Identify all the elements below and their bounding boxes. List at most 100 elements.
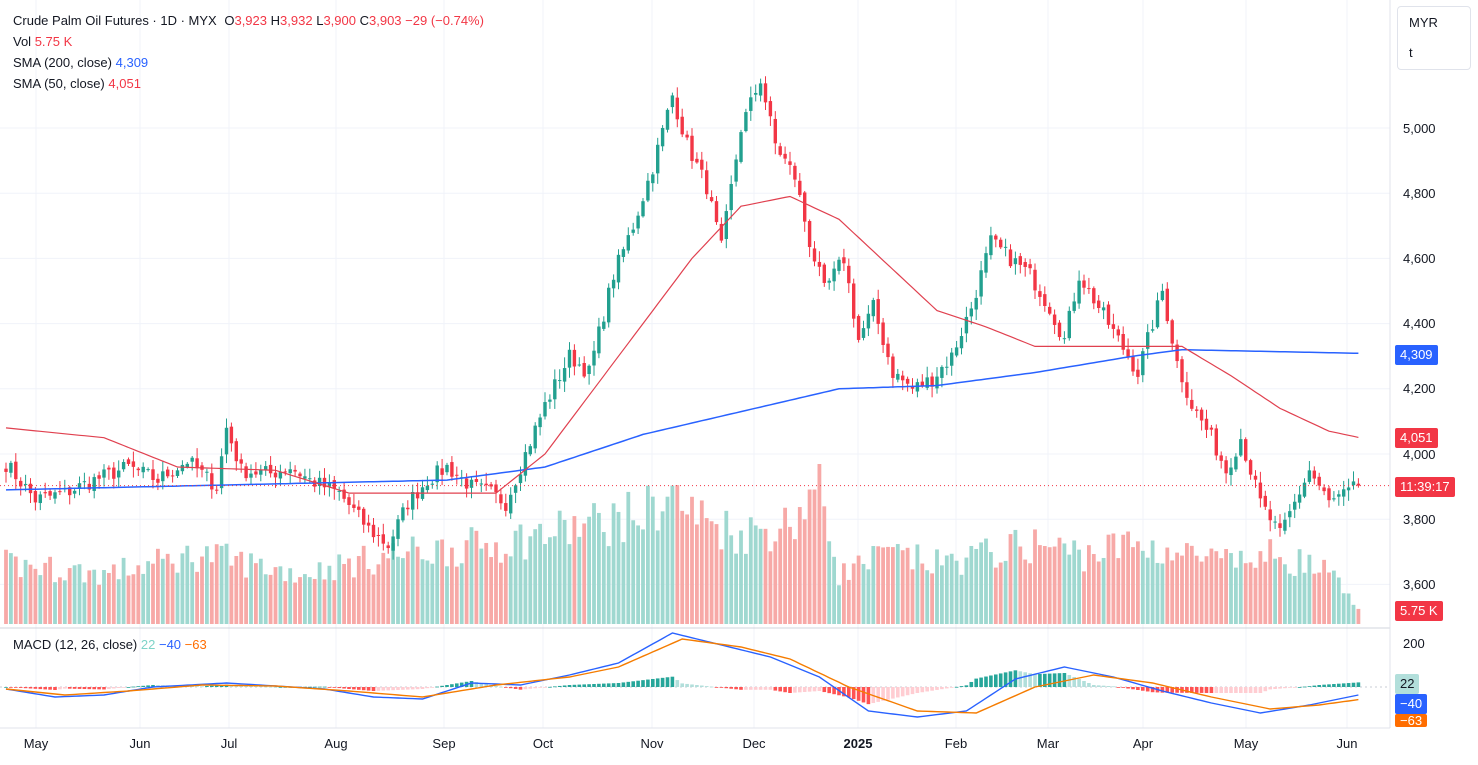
- volume-bar: [1047, 547, 1052, 624]
- macd-hist-bar: [1346, 683, 1351, 687]
- symbol-legend[interactable]: Crude Palm Oil Futures · 1D · MYX O3,923…: [13, 10, 484, 31]
- macd-hist-bar: [1092, 685, 1096, 687]
- candle-body: [803, 192, 807, 222]
- candle-body: [244, 466, 248, 479]
- candle-body: [675, 97, 679, 120]
- candle-body: [729, 183, 733, 211]
- macd-hist-bar: [900, 687, 905, 697]
- candle-body: [146, 469, 150, 471]
- macd-hist-bar: [690, 684, 694, 687]
- volume-bar: [1087, 545, 1091, 624]
- volume-bar: [469, 527, 474, 624]
- candle-body: [1278, 523, 1282, 528]
- macd-hist-bar: [28, 687, 33, 689]
- macd-hist-bar: [420, 687, 425, 689]
- volume-bar: [205, 546, 209, 624]
- macd-hist-bar: [641, 680, 645, 687]
- volume-bar: [312, 578, 317, 624]
- macd-hist-bar: [994, 674, 998, 687]
- macd-hist-bar: [984, 676, 988, 687]
- candle-body: [1234, 456, 1238, 470]
- candle-body: [572, 349, 577, 367]
- volume-legend[interactable]: Vol 5.75 K: [13, 31, 72, 52]
- y-tick: 4,200: [1403, 381, 1436, 396]
- candle-body: [450, 462, 454, 477]
- candle-body: [1038, 291, 1042, 297]
- macd-hist-bar: [126, 687, 131, 688]
- volume-bar: [283, 581, 288, 624]
- candle-body: [930, 376, 934, 387]
- volume-bar: [170, 563, 175, 624]
- macd-histogram: [0, 670, 1390, 705]
- volume-bar: [856, 555, 861, 624]
- volume-bar: [817, 464, 822, 624]
- currency-unit-selector[interactable]: MYR t: [1397, 6, 1471, 70]
- macd-hist-bar: [768, 687, 773, 690]
- volume-bar: [28, 564, 33, 624]
- macd-hist-bar: [773, 687, 778, 691]
- volume-bar: [249, 553, 253, 624]
- macd-hist-bar: [53, 687, 57, 690]
- symbol-title[interactable]: Crude Palm Oil Futures · 1D · MYX: [13, 13, 217, 28]
- candle-body: [1101, 307, 1106, 311]
- macd-hist-bar: [371, 687, 376, 691]
- macd-hist-bar: [611, 683, 616, 687]
- volume-bar: [851, 563, 856, 624]
- macd-hist-bar: [1185, 687, 1189, 693]
- candle-body: [1087, 288, 1091, 290]
- volume-bar: [1145, 557, 1150, 624]
- macd-hist-bar: [342, 687, 346, 689]
- candle-body: [1312, 470, 1316, 479]
- volume-bar: [748, 517, 753, 624]
- sma50-legend[interactable]: SMA (50, close) 4,051: [13, 73, 141, 94]
- candle-body: [1165, 288, 1169, 322]
- unit-label[interactable]: t: [1409, 45, 1413, 60]
- candle-body: [910, 386, 915, 389]
- candle-body: [474, 479, 479, 482]
- candle-body: [1013, 258, 1018, 265]
- macd-hist-bar: [1170, 687, 1174, 693]
- candle-body: [611, 279, 616, 289]
- volume-bar: [1180, 555, 1184, 624]
- candle-body: [268, 464, 273, 474]
- macd-hist-bar: [357, 687, 361, 690]
- volume-bar: [1038, 545, 1042, 624]
- volume-bar: [778, 528, 783, 624]
- candle-body: [945, 366, 949, 368]
- candle-body: [714, 201, 719, 223]
- macd-hist-bar: [4, 687, 8, 688]
- macd-hist-bar: [347, 687, 351, 689]
- volume-bar: [587, 516, 591, 624]
- low-label: L: [316, 13, 324, 28]
- candle-body: [303, 476, 307, 479]
- candle-body: [298, 473, 302, 477]
- currency-label[interactable]: MYR: [1409, 15, 1438, 30]
- volume-bar: [288, 568, 293, 624]
- x-tick: Feb: [944, 736, 968, 751]
- macd-hist-bar: [562, 685, 567, 687]
- volume-bar: [954, 560, 959, 624]
- macd-hist-bar: [210, 685, 214, 687]
- low-value: 3,900: [323, 13, 356, 28]
- volume-bar: [1150, 540, 1155, 624]
- candle-body: [1199, 409, 1204, 421]
- macd-hist-bar: [1337, 683, 1341, 687]
- macd-hist-bar: [1101, 685, 1106, 687]
- volume-bar: [92, 569, 97, 624]
- volume-bar: [195, 571, 199, 624]
- volume-bar: [1199, 561, 1204, 624]
- volume-bar: [788, 526, 792, 624]
- volume-bar: [33, 568, 38, 624]
- macd-hist-bar: [1003, 672, 1008, 687]
- macd-legend[interactable]: MACD (12, 26, close) 22 −40 −63: [13, 634, 207, 655]
- macd-hist-bar: [793, 687, 797, 693]
- sma200-legend[interactable]: SMA (200, close) 4,309: [13, 52, 148, 73]
- macd-hist-bar: [48, 687, 52, 690]
- candle-body: [210, 473, 214, 490]
- candle-body: [352, 504, 356, 508]
- volume-bar: [342, 563, 346, 624]
- macd-hist-bar: [827, 687, 831, 694]
- macd-hist-bar: [1273, 687, 1277, 689]
- volume-bar: [797, 507, 802, 624]
